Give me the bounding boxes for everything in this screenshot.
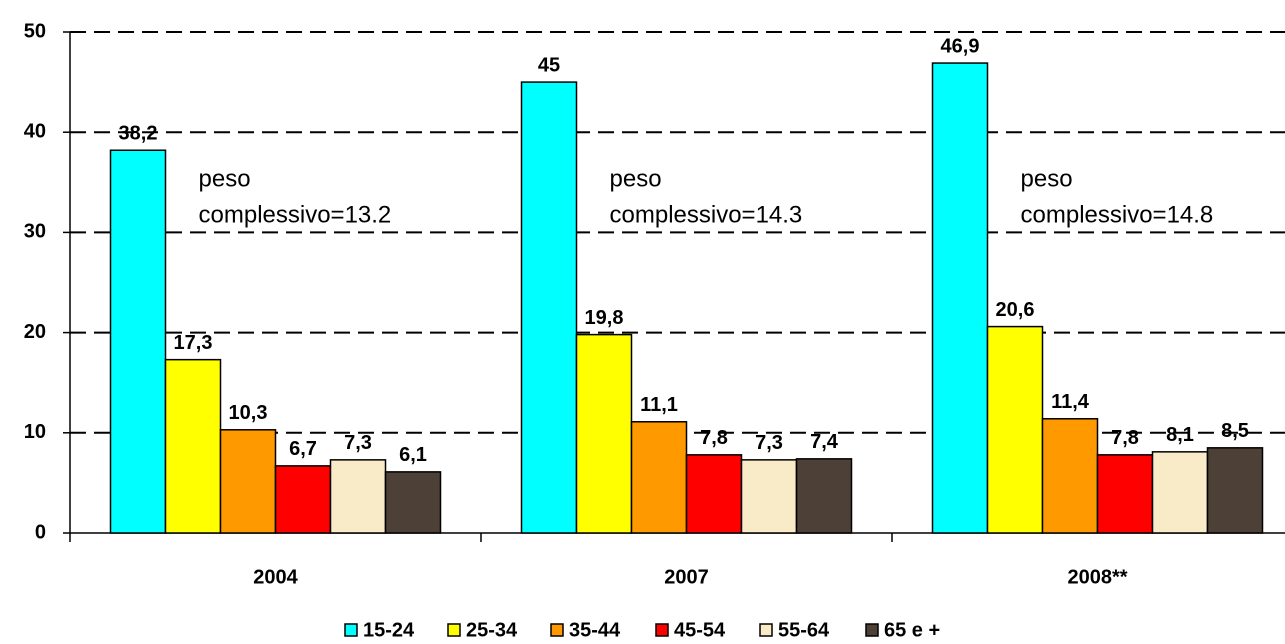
legend-label: 45-54 [674,619,726,641]
legend-label: 15-24 [363,619,415,641]
value-label: 20,6 [996,299,1035,321]
bar [384,471,442,534]
legend-label: 35-44 [569,619,621,641]
bar [630,421,688,534]
y-tick-label: 40 [24,120,46,142]
bar [740,459,798,534]
legend-label: 25-34 [466,619,518,641]
bar [1096,454,1154,534]
annotation: peso [199,165,251,192]
bar [575,333,633,534]
bar [520,81,578,534]
bar [329,459,387,534]
legend-swatch [759,623,773,637]
annotation: complessivo=14.3 [610,201,803,228]
bar [1041,418,1099,534]
bar [164,358,222,534]
value-label: 7,3 [755,432,783,454]
bar [931,62,989,534]
value-label: 17,3 [174,332,213,354]
annotation: peso [610,165,662,192]
x-tick-label: 2007 [664,566,709,588]
y-tick-label: 30 [24,221,46,243]
x-tick-label: 2004 [253,566,298,588]
value-label: 8,5 [1221,420,1249,442]
bar [1151,451,1209,534]
value-label: 11,1 [640,394,678,416]
value-label: 7,3 [344,432,372,454]
value-label: 8,1 [1166,424,1194,446]
y-tick-label: 0 [35,521,46,543]
value-label: 10,3 [229,402,268,424]
legend-swatch [865,623,879,637]
legend-swatch [655,623,669,637]
bar [986,325,1044,534]
value-label: 45 [538,54,560,76]
legend-swatch [344,623,358,637]
legend-label: 65 e + [884,619,940,641]
bar [109,149,167,534]
annotation: complessivo=13.2 [199,201,392,228]
y-tick-label: 10 [24,421,46,443]
bar [219,429,277,534]
annotation: peso [1021,165,1073,192]
legend-swatch [550,623,564,637]
legend-label: 55-64 [778,619,830,641]
y-tick-label: 20 [24,321,46,343]
value-label: 11,4 [1051,391,1090,413]
bar [1206,447,1264,534]
legend-swatch [447,623,461,637]
annotation: complessivo=14.8 [1021,201,1214,228]
bar [274,465,332,534]
value-label: 6,1 [399,444,427,466]
value-label: 6,7 [289,438,317,460]
value-label: 38,2 [119,123,158,145]
value-label: 7,8 [1111,427,1139,449]
bar [795,458,853,534]
y-tick-label: 50 [24,20,46,42]
bar [685,454,743,534]
value-label: 46,9 [941,35,980,57]
value-label: 19,8 [585,307,624,329]
x-tick-label: 2008** [1067,566,1127,588]
value-label: 7,4 [810,431,839,453]
value-label: 7,8 [700,427,728,449]
